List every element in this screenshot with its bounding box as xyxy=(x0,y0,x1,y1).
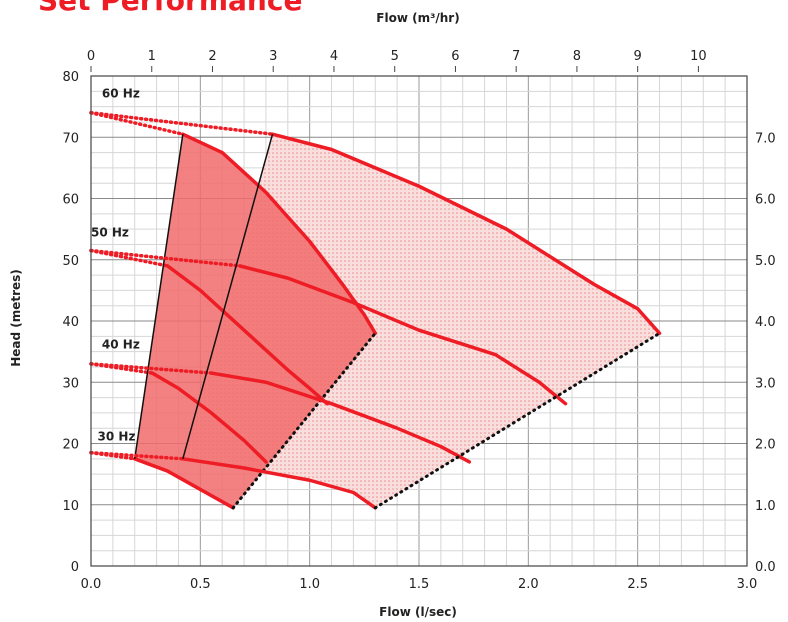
curve-label: 40 Hz xyxy=(102,338,140,352)
x-tick-label: 3.0 xyxy=(737,577,758,592)
curve-40hz-pump2 xyxy=(209,371,472,464)
y2-tick-label: 6.0 xyxy=(755,193,776,208)
x2-tick-label: 2 xyxy=(208,49,216,64)
x2-tick-label: 1 xyxy=(148,49,156,64)
curve-40hz-pump1 xyxy=(150,371,268,464)
x2-axis-title: Flow (m³/hr) xyxy=(376,11,459,25)
y2-tick-label: 5.0 xyxy=(755,254,776,269)
curve-label: 30 Hz xyxy=(98,429,136,443)
y-tick-label: 80 xyxy=(62,70,79,85)
curve-50hz-pump1 xyxy=(165,264,329,406)
min-flow-boundary xyxy=(182,133,274,460)
y2-tick-label: 0.0 xyxy=(755,560,776,575)
shutoff-extrapolation xyxy=(89,111,275,136)
y2-tick-label: 4.0 xyxy=(755,315,776,330)
y-tick-label: 40 xyxy=(62,315,79,330)
y-tick-label: 60 xyxy=(62,193,79,208)
shutoff-extrapolation xyxy=(89,450,185,461)
plot-border xyxy=(90,75,748,567)
curves xyxy=(89,111,662,510)
x-tick-label: 2.5 xyxy=(627,577,648,592)
y2-tick-label: 2.0 xyxy=(755,438,776,453)
curve-60hz-pump1 xyxy=(181,132,378,335)
x-tick-label: 0.0 xyxy=(81,577,102,592)
x-tick-label: 1.0 xyxy=(299,577,320,592)
shutoff-extrapolation xyxy=(89,111,185,136)
x-axis-title: Flow (l/sec) xyxy=(379,605,457,619)
x2-tick-label: 5 xyxy=(391,49,399,64)
shutoff-extrapolation xyxy=(89,248,242,268)
chart-title: Set Performance xyxy=(38,0,303,17)
curve-60hz-pump2 xyxy=(270,132,662,335)
x-tick-label: 0.5 xyxy=(190,577,211,592)
x2-tick-label: 8 xyxy=(573,49,581,64)
curve-30hz-pump2 xyxy=(181,457,378,510)
shutoff-extrapolation xyxy=(89,248,170,268)
x2-tick-label: 9 xyxy=(634,49,642,64)
x2-tick-label: 3 xyxy=(269,49,277,64)
x2-tick-label: 7 xyxy=(512,49,520,64)
curve-label: 50 Hz xyxy=(91,225,129,239)
y-axis-title: Head (metres) xyxy=(9,269,23,367)
end-of-curve-boundary xyxy=(231,331,377,510)
plot-frame xyxy=(90,75,748,567)
y2-tick-label: 7.0 xyxy=(755,131,776,146)
y-tick-label: 30 xyxy=(62,376,79,391)
y2-tick-label: 1.0 xyxy=(755,499,776,514)
curve-30hz-pump1 xyxy=(132,457,235,510)
y2-tick-label: 3.0 xyxy=(755,376,776,391)
tick-labels: 0.0 0.5 1.0 1.5 2.0 2.5 3.0 0 1 2 3 4 5 6 7 8 9 10 0 10 20 30… xyxy=(62,49,775,592)
x2-tick-label: 6 xyxy=(451,49,459,64)
x2-tick-label: 0 xyxy=(87,49,95,64)
x-tick-label: 1.5 xyxy=(409,577,430,592)
shutoff-extrapolation xyxy=(89,362,214,375)
curve-label: 60 Hz xyxy=(102,86,140,100)
y-tick-label: 70 xyxy=(62,131,79,146)
min-flow-boundary xyxy=(133,134,184,459)
y-tick-label: 0 xyxy=(71,560,79,575)
y-tick-label: 10 xyxy=(62,499,79,514)
x2-tick-label: 4 xyxy=(330,49,338,64)
end-of-curve-boundary xyxy=(373,331,662,510)
y-tick-label: 50 xyxy=(62,254,79,269)
x-tick-label: 2.0 xyxy=(518,577,539,592)
curve-labels: 60 Hz 50 Hz 40 Hz 30 Hz xyxy=(91,86,140,443)
curve-50hz-pump2 xyxy=(237,264,568,406)
x2-tick-label: 10 xyxy=(690,49,707,64)
y-tick-label: 20 xyxy=(62,438,79,453)
